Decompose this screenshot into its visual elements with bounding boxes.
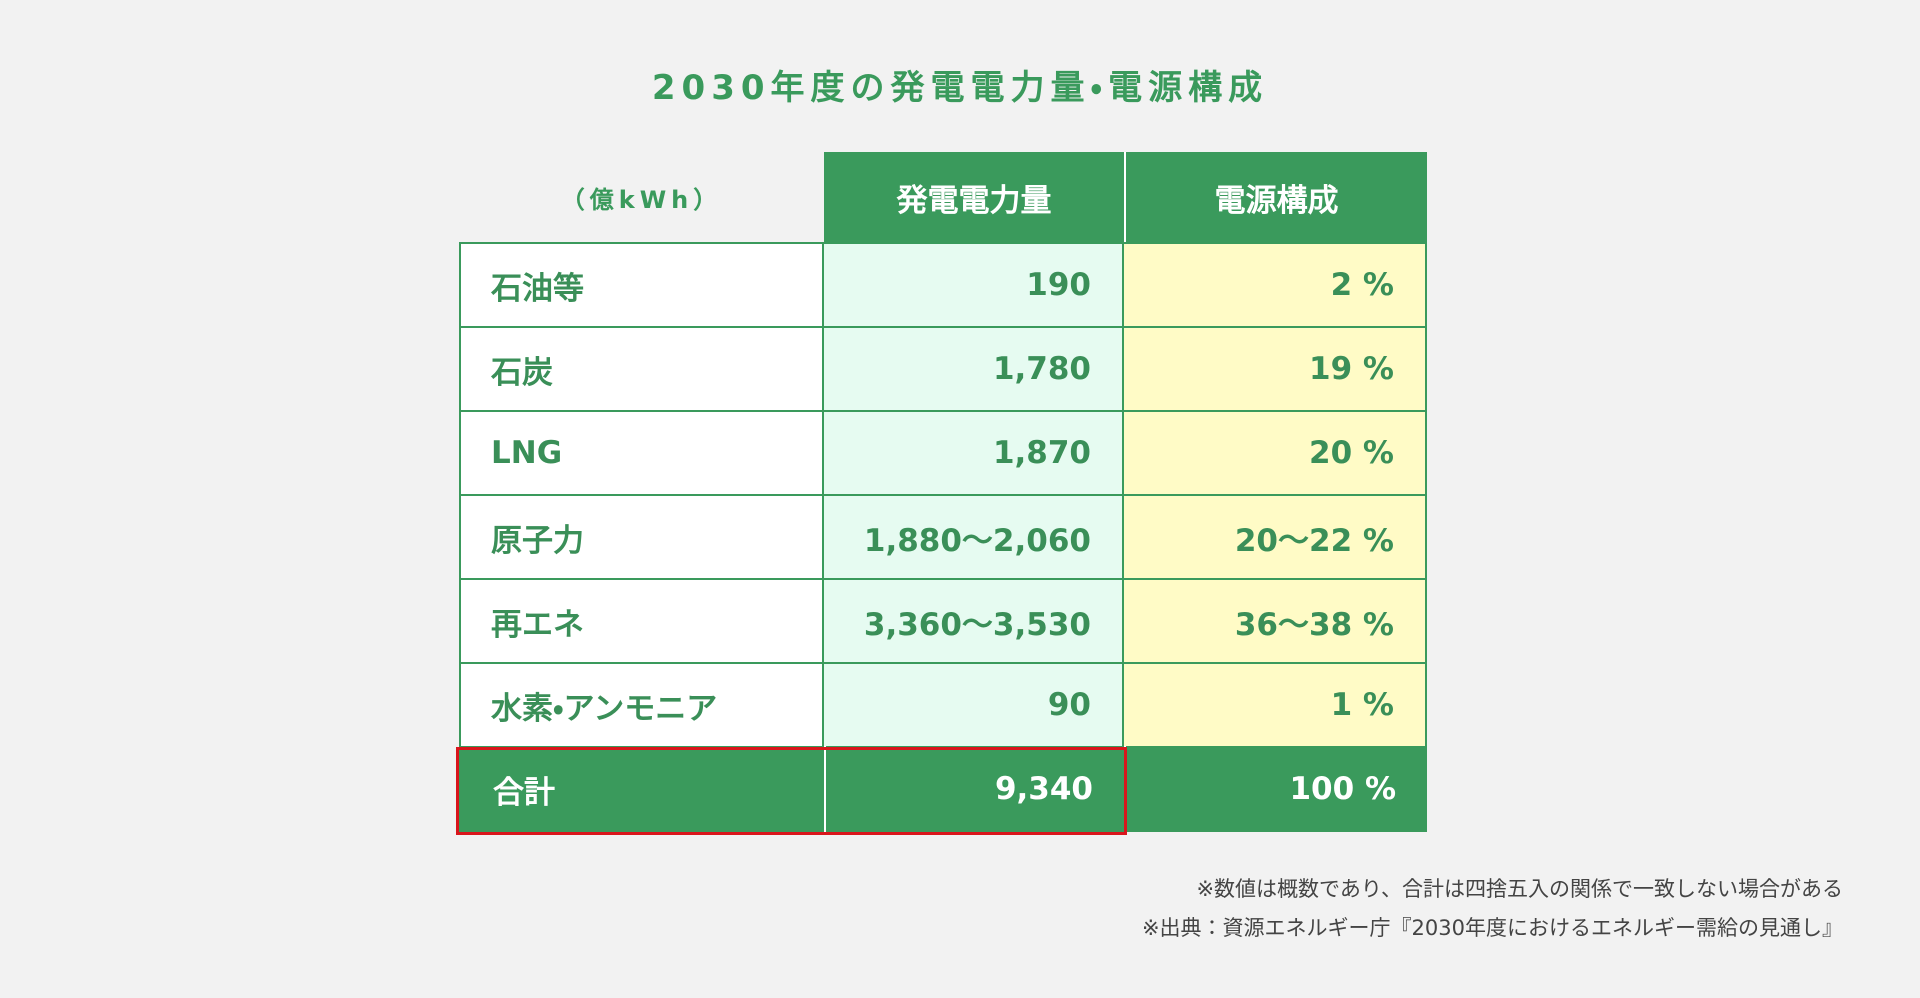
row-label: LNG [459, 410, 824, 496]
row-value: 1,880～2,060 [822, 494, 1124, 580]
row-value: 1 % [1122, 662, 1427, 748]
total-label: 合計 [459, 746, 824, 832]
row-label: 水素・アンモニア [459, 662, 824, 748]
title: 2030年度の発電電力量・電源構成 [651, 68, 1269, 108]
header-cell: 発電電力量 [824, 152, 1124, 242]
row-value: 3,360～3,530 [822, 578, 1124, 664]
header-cell: 電源構成 [1124, 152, 1427, 242]
row-value: 36～38 % [1122, 578, 1427, 664]
row-value: 90 [822, 662, 1124, 748]
row-value: 20 % [1122, 410, 1427, 496]
row-label: 石油等 [459, 242, 824, 328]
note: ※出典：資源エネルギー庁『2030年度におけるエネルギー需給の見通し』 [1141, 916, 1843, 940]
row-value: 1,780 [822, 326, 1124, 412]
row-label: 再エネ [459, 578, 824, 664]
row-value: 2 % [1122, 242, 1427, 328]
row-value: 19 % [1122, 326, 1427, 412]
row-value: 190 [822, 242, 1124, 328]
row-label: 石炭 [459, 326, 824, 412]
total-value: 9,340 [824, 746, 1124, 832]
total-value: 100 % [1124, 746, 1427, 832]
row-value: 20～22 % [1122, 494, 1427, 580]
row-label: 原子力 [459, 494, 824, 580]
row-value: 1,870 [822, 410, 1124, 496]
header-cell: （億kWh） [560, 185, 723, 214]
note: ※数値は概数であり、合計は四捨五入の関係で一致しない場合がある [1196, 877, 1843, 901]
highlight-box [456, 747, 1127, 835]
